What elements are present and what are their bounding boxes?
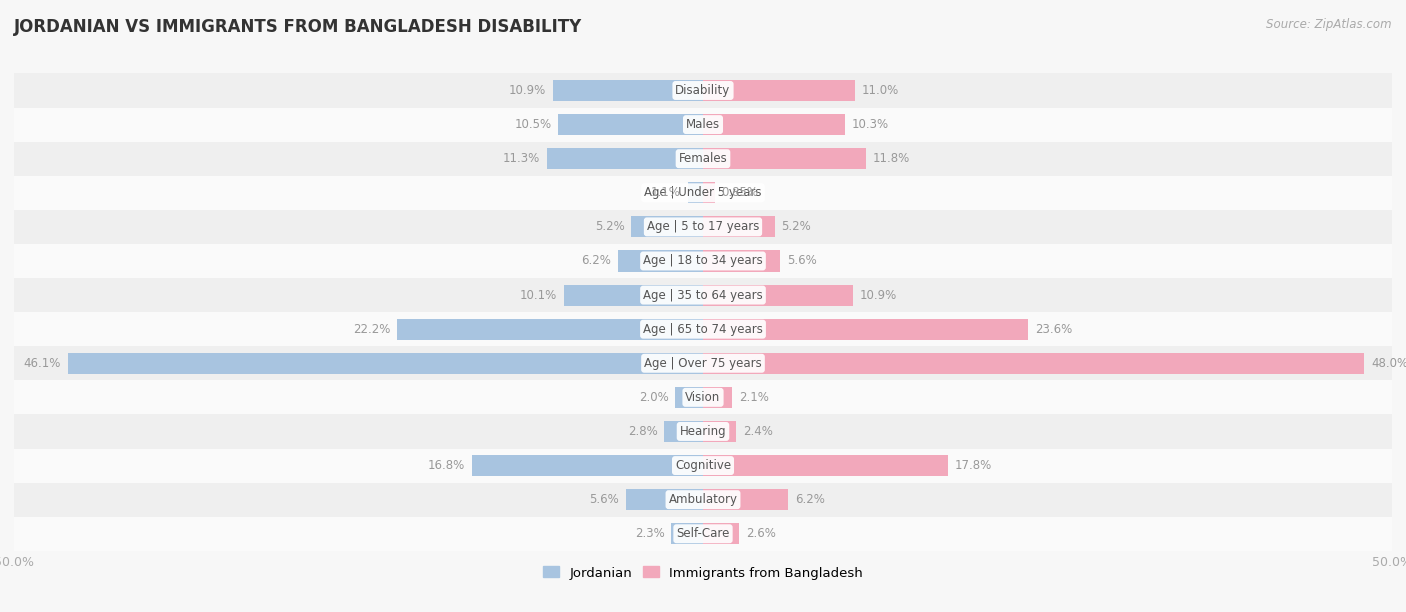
Text: 0.85%: 0.85%	[721, 186, 759, 200]
Text: JORDANIAN VS IMMIGRANTS FROM BANGLADESH DISABILITY: JORDANIAN VS IMMIGRANTS FROM BANGLADESH …	[14, 18, 582, 36]
Text: 1.1%: 1.1%	[651, 186, 681, 200]
Text: Age | Under 5 years: Age | Under 5 years	[644, 186, 762, 200]
Bar	[703, 319, 1028, 340]
Bar	[14, 380, 1392, 414]
Text: 10.9%: 10.9%	[509, 84, 546, 97]
Text: Age | 65 to 74 years: Age | 65 to 74 years	[643, 323, 763, 335]
Bar	[703, 523, 738, 544]
Text: 11.0%: 11.0%	[862, 84, 898, 97]
Bar	[14, 346, 1392, 380]
Legend: Jordanian, Immigrants from Bangladesh: Jordanian, Immigrants from Bangladesh	[538, 561, 868, 585]
Bar	[14, 73, 1392, 108]
Text: 5.6%: 5.6%	[589, 493, 619, 506]
Bar	[14, 517, 1392, 551]
Text: 2.6%: 2.6%	[745, 528, 776, 540]
Bar	[14, 312, 1392, 346]
Bar	[14, 244, 1392, 278]
Text: 11.3%: 11.3%	[503, 152, 540, 165]
Bar	[14, 483, 1392, 517]
Bar	[14, 414, 1392, 449]
Text: 10.1%: 10.1%	[520, 289, 557, 302]
Bar	[14, 210, 1392, 244]
Bar	[688, 182, 703, 203]
Text: Hearing: Hearing	[679, 425, 727, 438]
Text: 10.5%: 10.5%	[515, 118, 551, 131]
Text: Age | 35 to 64 years: Age | 35 to 64 years	[643, 289, 763, 302]
Text: 2.4%: 2.4%	[742, 425, 773, 438]
Bar	[14, 449, 1392, 483]
Bar	[703, 250, 780, 272]
Bar	[675, 387, 703, 408]
Bar	[14, 141, 1392, 176]
Text: Source: ZipAtlas.com: Source: ZipAtlas.com	[1267, 18, 1392, 31]
Bar	[703, 489, 789, 510]
Bar	[703, 80, 855, 101]
Text: 10.3%: 10.3%	[852, 118, 889, 131]
Text: Females: Females	[679, 152, 727, 165]
Text: Age | 18 to 34 years: Age | 18 to 34 years	[643, 255, 763, 267]
Bar	[14, 176, 1392, 210]
Text: 17.8%: 17.8%	[955, 459, 993, 472]
Bar	[631, 216, 703, 237]
Bar	[617, 250, 703, 272]
Text: Cognitive: Cognitive	[675, 459, 731, 472]
Bar	[665, 421, 703, 442]
Text: Age | Over 75 years: Age | Over 75 years	[644, 357, 762, 370]
Text: 11.8%: 11.8%	[873, 152, 910, 165]
Bar	[703, 114, 845, 135]
Bar	[547, 148, 703, 170]
Text: 5.6%: 5.6%	[787, 255, 817, 267]
Bar	[703, 353, 1364, 374]
Text: 5.2%: 5.2%	[595, 220, 624, 233]
Text: 6.2%: 6.2%	[796, 493, 825, 506]
Bar	[703, 387, 733, 408]
Text: 5.2%: 5.2%	[782, 220, 811, 233]
Bar	[14, 108, 1392, 141]
Text: 2.3%: 2.3%	[634, 528, 665, 540]
Text: Vision: Vision	[685, 391, 721, 404]
Text: 2.1%: 2.1%	[738, 391, 769, 404]
Bar	[703, 455, 948, 476]
Text: 46.1%: 46.1%	[24, 357, 60, 370]
Bar	[558, 114, 703, 135]
Text: 48.0%: 48.0%	[1371, 357, 1406, 370]
Text: Ambulatory: Ambulatory	[668, 493, 738, 506]
Bar	[564, 285, 703, 305]
Bar	[703, 285, 853, 305]
Bar	[671, 523, 703, 544]
Bar	[471, 455, 703, 476]
Bar	[396, 319, 703, 340]
Bar	[14, 278, 1392, 312]
Text: 2.0%: 2.0%	[638, 391, 669, 404]
Bar	[703, 148, 866, 170]
Bar	[703, 216, 775, 237]
Text: 16.8%: 16.8%	[427, 459, 464, 472]
Text: 10.9%: 10.9%	[860, 289, 897, 302]
Text: 2.8%: 2.8%	[628, 425, 658, 438]
Text: 22.2%: 22.2%	[353, 323, 391, 335]
Text: Self-Care: Self-Care	[676, 528, 730, 540]
Bar	[626, 489, 703, 510]
Bar	[703, 182, 714, 203]
Text: Age | 5 to 17 years: Age | 5 to 17 years	[647, 220, 759, 233]
Text: 6.2%: 6.2%	[581, 255, 610, 267]
Bar	[553, 80, 703, 101]
Bar	[703, 421, 737, 442]
Bar	[67, 353, 703, 374]
Text: 23.6%: 23.6%	[1035, 323, 1073, 335]
Text: Males: Males	[686, 118, 720, 131]
Text: Disability: Disability	[675, 84, 731, 97]
